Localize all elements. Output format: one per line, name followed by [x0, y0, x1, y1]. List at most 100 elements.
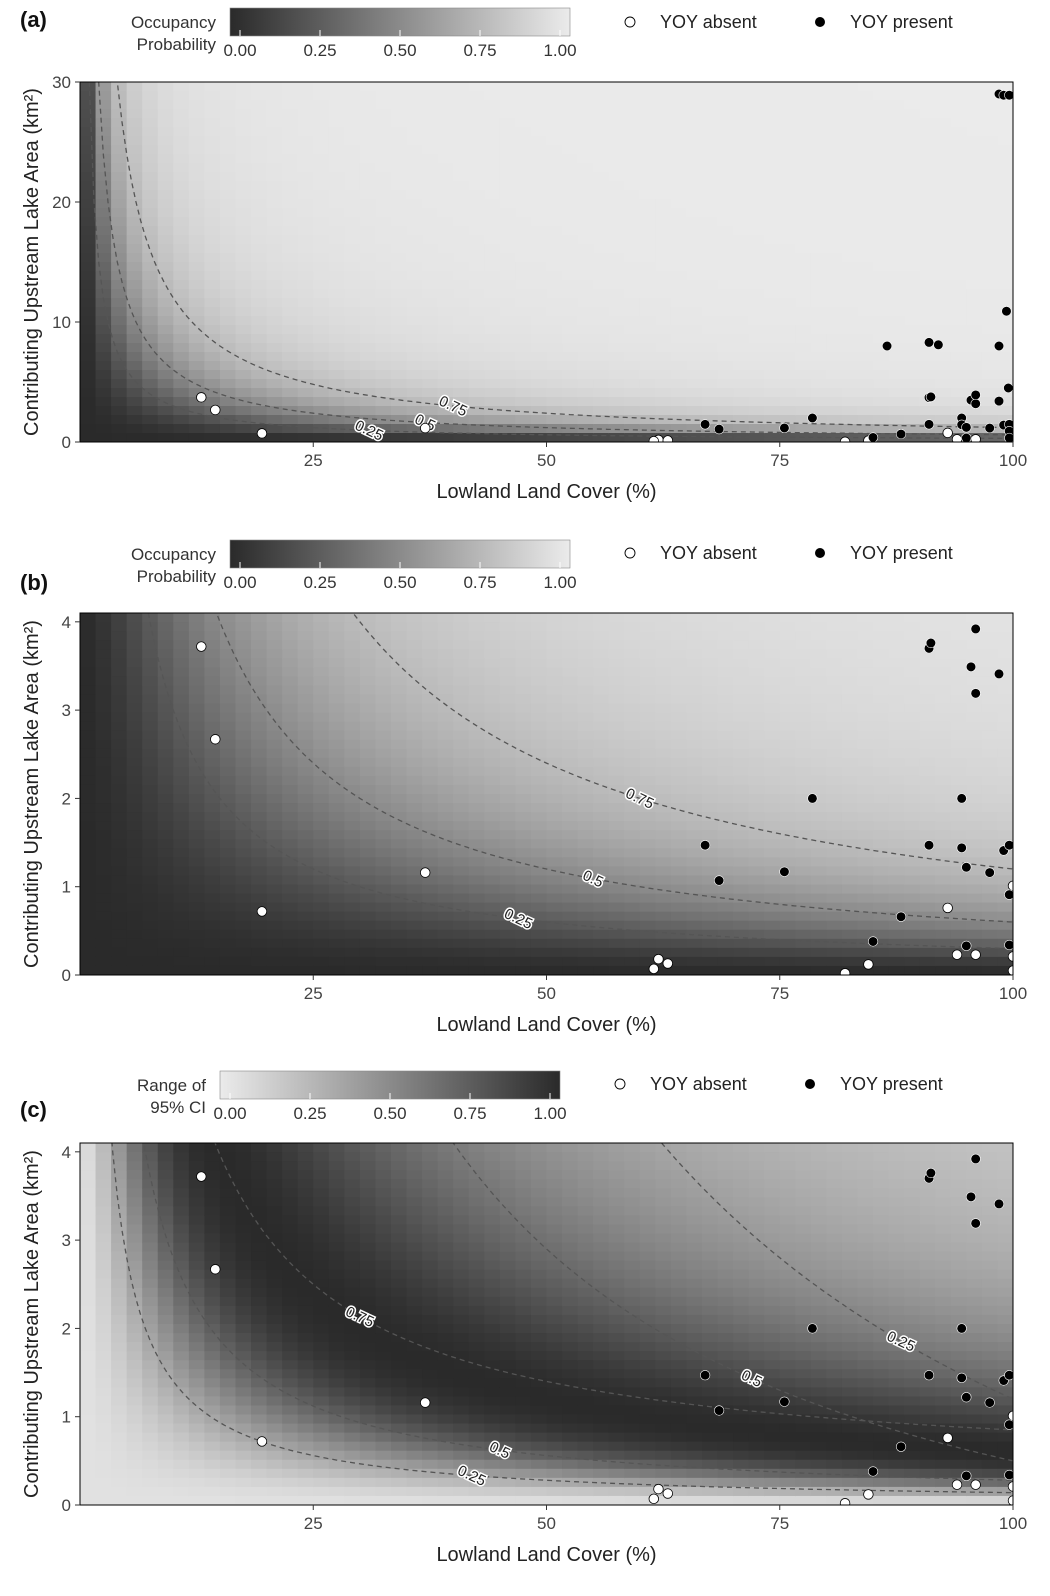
heatmap-cell	[670, 784, 688, 795]
heatmap-cell	[80, 109, 97, 119]
heatmap-cell	[359, 676, 377, 686]
heatmap-cell	[406, 676, 423, 686]
heatmap-cell	[904, 794, 921, 804]
heatmap-cell	[157, 658, 174, 668]
point-absent	[196, 641, 207, 652]
heatmap-cell	[468, 352, 485, 362]
heatmap-cell	[235, 866, 252, 877]
heatmap-cell	[515, 406, 532, 416]
heatmap-cell	[173, 253, 190, 263]
heatmap-cell	[873, 190, 890, 200]
heatmap-cell	[484, 370, 501, 380]
heatmap-cell	[577, 217, 594, 227]
heatmap-cell	[142, 730, 159, 741]
heatmap-cell	[204, 658, 221, 668]
heatmap-cell	[157, 100, 174, 110]
heatmap-cell	[857, 848, 874, 858]
heatmap-cell	[515, 947, 532, 958]
heatmap-cell	[111, 884, 128, 895]
heatmap-cell	[966, 721, 983, 732]
heatmap-cell	[950, 757, 967, 768]
heatmap-cell	[251, 217, 268, 227]
heatmap-cell	[546, 938, 563, 949]
heatmap-cell	[919, 947, 936, 958]
heatmap-cell	[888, 145, 905, 155]
heatmap-cell	[499, 857, 516, 867]
heatmap-cell	[888, 730, 905, 741]
heatmap-cell	[795, 343, 812, 353]
heatmap-cell	[391, 721, 408, 732]
heatmap-cell	[764, 938, 781, 949]
heatmap-cell	[468, 226, 485, 236]
heatmap-cell	[530, 667, 548, 677]
heatmap-cell	[219, 965, 237, 975]
heatmap-cell	[857, 640, 874, 650]
heatmap-cell	[95, 352, 112, 362]
heatmap-cell	[391, 172, 408, 182]
heatmap-cell	[95, 406, 112, 416]
heatmap-cell	[157, 938, 174, 949]
heatmap-cell	[764, 965, 781, 975]
heatmap-cell	[375, 307, 392, 317]
heatmap-cell	[468, 739, 485, 750]
heatmap-cell	[313, 748, 330, 759]
heatmap-cell	[857, 947, 874, 958]
heatmap-cell	[966, 190, 983, 200]
heatmap-cell	[157, 91, 174, 101]
heatmap-cell	[546, 280, 563, 290]
heatmap-cell	[468, 91, 485, 101]
heatmap-cell	[173, 352, 190, 362]
heatmap-cell	[157, 794, 174, 804]
heatmap-cell	[608, 334, 625, 344]
heatmap-cell	[608, 893, 625, 904]
heatmap-cell	[406, 640, 423, 650]
heatmap-cell	[406, 902, 423, 913]
heatmap-cell	[406, 857, 423, 867]
heatmap-cell	[157, 929, 174, 940]
heatmap-cell	[655, 253, 672, 263]
heatmap-cell	[904, 406, 921, 416]
heatmap-cell	[764, 82, 781, 92]
heatmap-cell	[515, 658, 532, 668]
heatmap-cell	[251, 415, 268, 425]
heatmap-cell	[266, 424, 283, 434]
heatmap-cell	[655, 406, 672, 416]
heatmap-cell	[406, 803, 423, 813]
heatmap-cell	[717, 280, 734, 290]
heatmap-cell	[826, 920, 843, 931]
heatmap-cell	[764, 712, 781, 723]
heatmap-cell	[966, 208, 983, 218]
heatmap-cell	[499, 226, 516, 236]
heatmap-cell	[111, 406, 128, 416]
heatmap-cell	[997, 947, 1013, 958]
heatmap-cell	[639, 289, 656, 299]
heatmap-cell	[328, 640, 345, 650]
heatmap-cell	[795, 352, 812, 362]
heatmap-cell	[935, 893, 952, 904]
heatmap-cell	[266, 370, 283, 380]
heatmap-cell	[484, 821, 501, 831]
heatmap-cell	[80, 118, 97, 128]
heatmap-cell	[873, 352, 890, 362]
heatmap-cell	[437, 721, 454, 732]
heatmap-cell	[593, 920, 610, 931]
heatmap-cell	[375, 91, 392, 101]
heatmap-cell	[981, 920, 999, 931]
heatmap-cell	[313, 253, 330, 263]
heatmap-cell	[997, 100, 1013, 110]
heatmap-cell	[733, 884, 750, 895]
heatmap-cell	[406, 784, 423, 795]
heatmap-cell	[188, 694, 205, 705]
heatmap-cell	[297, 136, 314, 146]
heatmap-cell	[468, 622, 485, 632]
heatmap-cell	[748, 947, 765, 958]
heatmap-cell	[966, 730, 983, 741]
heatmap-cell	[80, 730, 97, 741]
heatmap-cell	[297, 622, 314, 632]
heatmap-cell	[204, 226, 221, 236]
heatmap-cell	[126, 262, 143, 272]
heatmap-cell	[359, 280, 377, 290]
heatmap-cell	[935, 226, 952, 236]
heatmap-cell	[733, 361, 750, 371]
